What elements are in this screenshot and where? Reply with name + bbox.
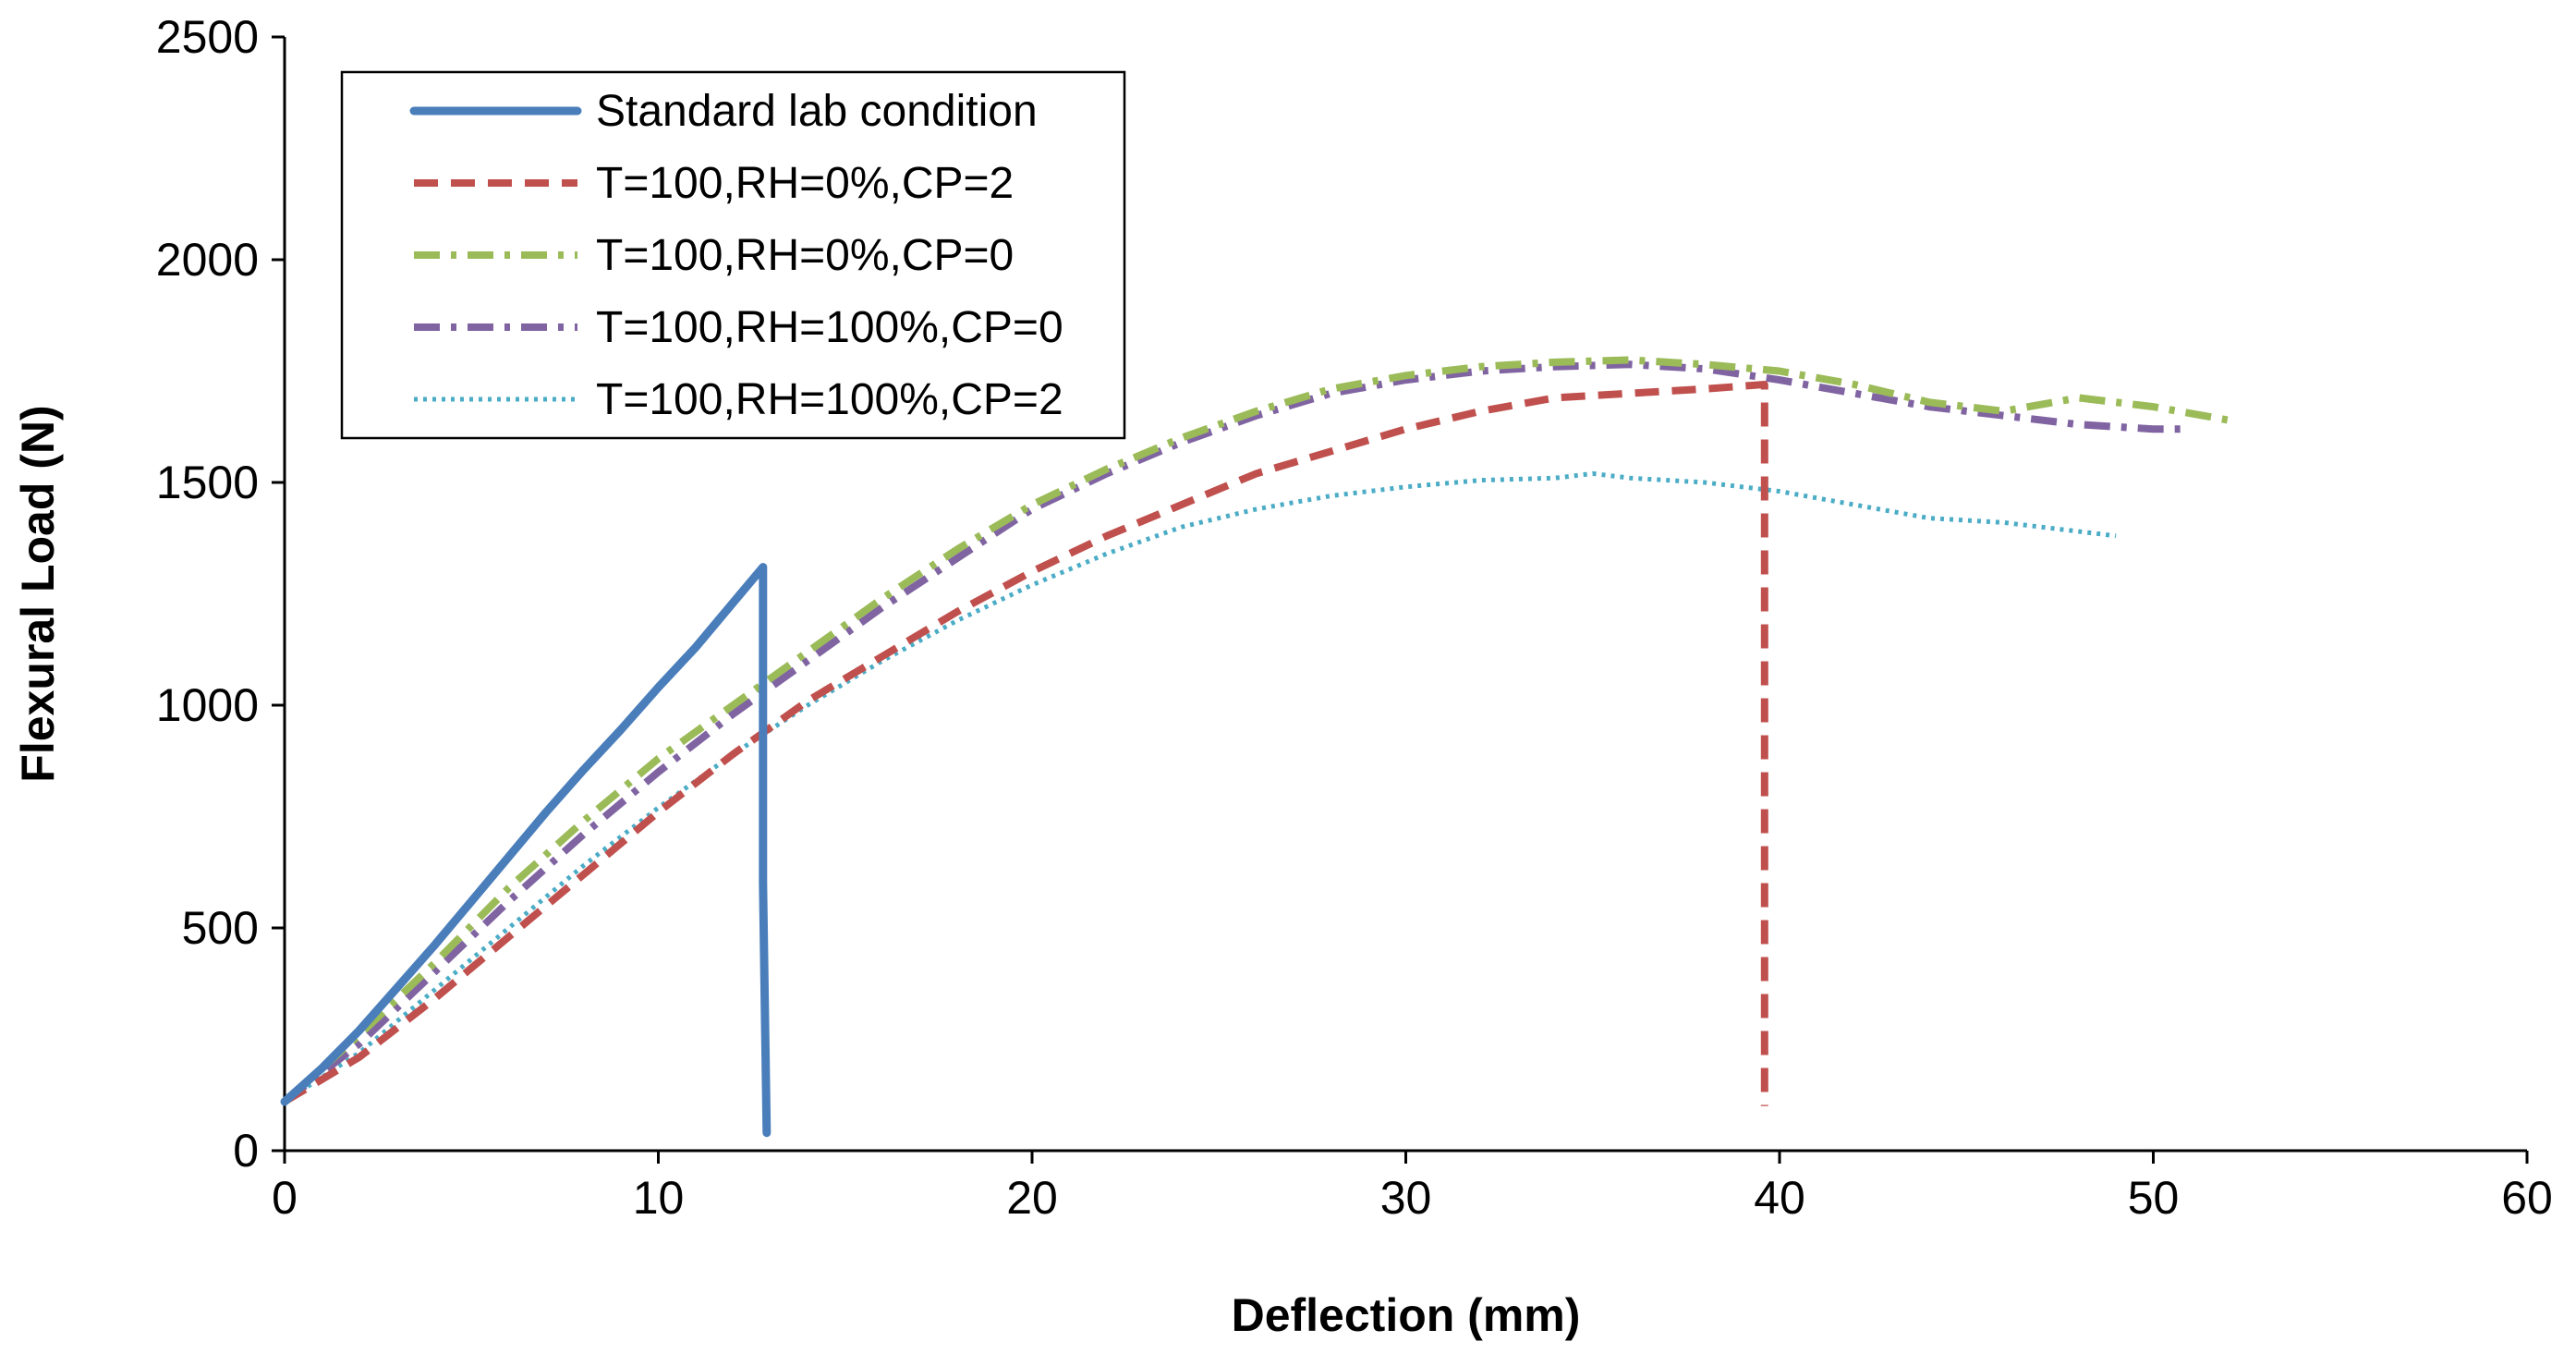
- y-tick-label: 0: [233, 1125, 259, 1177]
- x-tick-label: 30: [1380, 1172, 1432, 1224]
- series-line-5: [283, 470, 2117, 1104]
- legend-items: Standard lab condition T=100,RH=0%,CP=2 T=…: [409, 87, 1063, 424]
- series-line-3: [282, 356, 2230, 1104]
- y-tick-label: 500: [182, 902, 259, 954]
- series-layer: [280, 356, 2230, 1138]
- legend-label-4: T=100,RH=100%,CP=0: [596, 303, 1063, 352]
- y-tick-label: 2500: [156, 11, 259, 63]
- legend-label-5: T=100,RH=100%,CP=2: [596, 375, 1063, 424]
- y-tick-label: 1000: [156, 679, 259, 731]
- series-line-4: [282, 360, 2191, 1105]
- x-ticks: 0 10 20 30 40 50 60: [272, 1151, 2553, 1224]
- legend: Standard lab condition T=100,RH=0%,CP=2 T=…: [340, 70, 1126, 440]
- x-tick-label: 0: [272, 1172, 298, 1224]
- series-line-1: [280, 563, 772, 1138]
- x-tick-label: 10: [633, 1172, 685, 1224]
- y-tick-label: 2000: [156, 234, 259, 286]
- series-line-2: [282, 381, 1768, 1106]
- x-tick-label: 20: [1006, 1172, 1058, 1224]
- legend-label-2: T=100,RH=0%,CP=2: [596, 159, 1014, 208]
- y-ticks: 0 500 1000 1500 2000 2500: [156, 11, 285, 1177]
- y-axis-title: Flexural Load (N): [12, 405, 64, 782]
- x-tick-label: 40: [1754, 1172, 1805, 1224]
- y-tick-label: 1500: [156, 457, 259, 508]
- x-tick-label: 50: [2128, 1172, 2180, 1224]
- x-tick-label: 60: [2501, 1172, 2553, 1224]
- legend-label-3: T=100,RH=0%,CP=0: [596, 231, 1014, 280]
- x-axis-title: Deflection (mm): [1232, 1289, 1581, 1341]
- legend-label-1: Standard lab condition: [596, 87, 1038, 136]
